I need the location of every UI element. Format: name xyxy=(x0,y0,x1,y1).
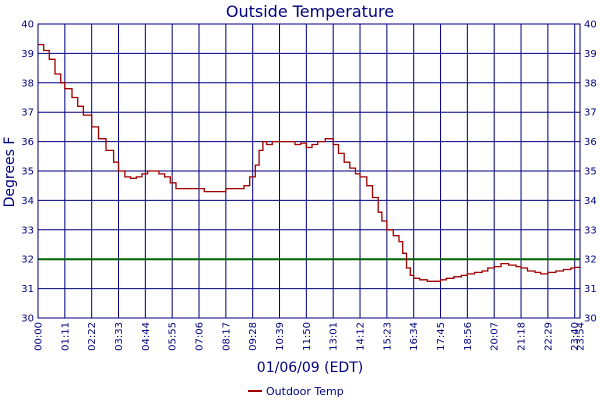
y-tick-label-right: 32 xyxy=(584,255,597,266)
y-tick-label-right: 37 xyxy=(584,108,597,119)
x-tick-label: 00:00 xyxy=(34,322,45,351)
y-axis-title: Degrees F xyxy=(2,137,18,208)
x-tick-label: 17:45 xyxy=(436,322,447,351)
chart-title: Outside Temperature xyxy=(226,2,394,21)
y-tick-label-right: 35 xyxy=(584,167,597,178)
x-tick-label: 08:17 xyxy=(221,322,232,351)
x-tick-label: 21:18 xyxy=(517,322,528,351)
y-tick-label-left: 36 xyxy=(21,137,34,148)
x-axis-ticks: 00:00 01:11 02:22 03:33 04:44 05:55 07:06 08:17… xyxy=(34,322,587,351)
x-tick-label: 16:34 xyxy=(409,322,420,351)
y-tick-label-right: 33 xyxy=(584,225,597,236)
x-tick-label: 23:54 xyxy=(576,322,587,351)
x-tick-label: 14:12 xyxy=(356,322,367,351)
x-tick-label: 04:44 xyxy=(141,322,152,351)
y-tick-label-left: 33 xyxy=(21,225,34,236)
y-tick-label-left: 38 xyxy=(21,78,34,89)
x-tick-label: 11:50 xyxy=(302,322,313,351)
y-tick-label-left: 34 xyxy=(21,196,34,207)
x-tick-label: 07:06 xyxy=(195,322,206,351)
x-tick-label: 01:11 xyxy=(60,322,71,351)
y-axis-right-ticks: 30 31 32 33 34 35 36 37 38 39 40 xyxy=(584,20,597,325)
plot-frame xyxy=(37,23,581,319)
y-tick-label-left: 30 xyxy=(21,314,34,325)
x-tick-label: 03:33 xyxy=(114,322,125,351)
x-tick-label: 09:28 xyxy=(248,322,259,351)
x-tick-label: 23:40 xyxy=(570,322,581,351)
y-tick-label-left: 32 xyxy=(21,255,34,266)
x-tick-label: 02:22 xyxy=(87,322,98,351)
y-tick-label-right: 30 xyxy=(584,314,597,325)
y-tick-label-left: 40 xyxy=(21,20,34,31)
x-tick-label: 13:01 xyxy=(329,322,340,351)
y-tick-label-left: 39 xyxy=(21,49,34,60)
y-tick-label-left: 31 xyxy=(21,284,34,295)
x-tick-label: 05:55 xyxy=(168,322,179,351)
x-axis-title: 01/06/09 (EDT) xyxy=(257,360,363,376)
y-tick-label-right: 36 xyxy=(584,137,597,148)
y-tick-label-right: 40 xyxy=(584,20,597,31)
y-tick-label-left: 35 xyxy=(21,167,34,178)
x-tick-label: 22:29 xyxy=(543,322,554,351)
x-tick-label: 20:07 xyxy=(490,322,501,351)
y-tick-label-left: 37 xyxy=(21,108,34,119)
y-axis-left-ticks: 30 31 32 33 34 35 36 37 38 39 40 xyxy=(21,20,34,325)
legend: Outdoor Temp xyxy=(248,385,344,398)
x-tick-label: 10:39 xyxy=(275,322,286,351)
y-tick-label-right: 31 xyxy=(584,284,597,295)
y-tick-label-right: 38 xyxy=(584,78,597,89)
legend-label-outdoor-temp: Outdoor Temp xyxy=(266,385,344,398)
x-tick-label: 15:23 xyxy=(382,322,393,351)
x-tick-label: 18:56 xyxy=(463,322,474,351)
series-lines xyxy=(38,43,581,282)
series-line-outdoor-temp xyxy=(38,43,581,282)
plot-border xyxy=(37,23,581,319)
y-tick-label-right: 34 xyxy=(584,196,597,207)
y-tick-label-right: 39 xyxy=(584,49,597,60)
